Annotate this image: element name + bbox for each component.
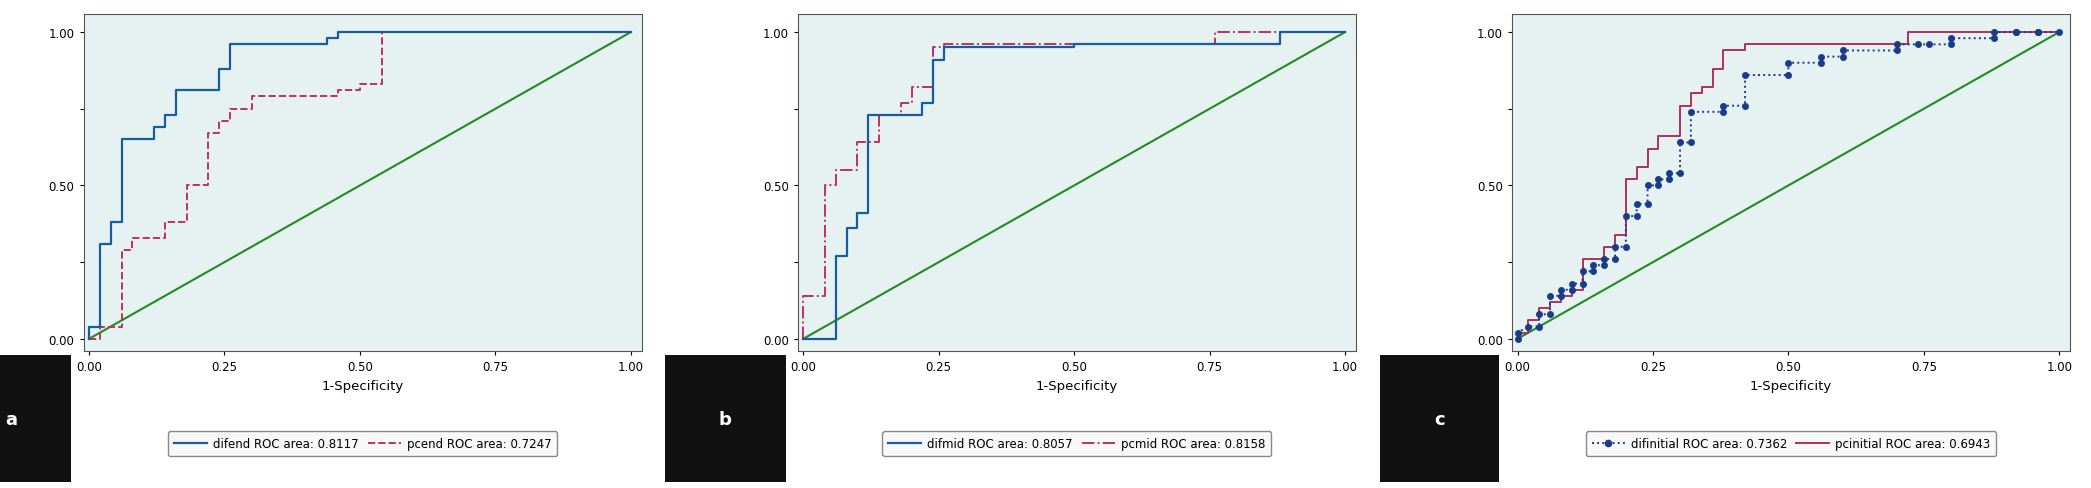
- Text: b: b: [719, 410, 732, 427]
- X-axis label: 1-Specificity: 1-Specificity: [1035, 379, 1119, 392]
- Legend: difmid ROC area: 0.8057, pcmid ROC area: 0.8158: difmid ROC area: 0.8057, pcmid ROC area:…: [882, 431, 1271, 456]
- Text: c: c: [1434, 410, 1445, 427]
- X-axis label: 1-Specificity: 1-Specificity: [1750, 379, 1832, 392]
- Legend: difend ROC area: 0.8117, pcend ROC area: 0.7247: difend ROC area: 0.8117, pcend ROC area:…: [167, 431, 558, 456]
- Text: a: a: [4, 410, 17, 427]
- Legend: difinitial ROC area: 0.7362, pcinitial ROC area: 0.6943: difinitial ROC area: 0.7362, pcinitial R…: [1585, 431, 1997, 456]
- X-axis label: 1-Specificity: 1-Specificity: [322, 379, 404, 392]
